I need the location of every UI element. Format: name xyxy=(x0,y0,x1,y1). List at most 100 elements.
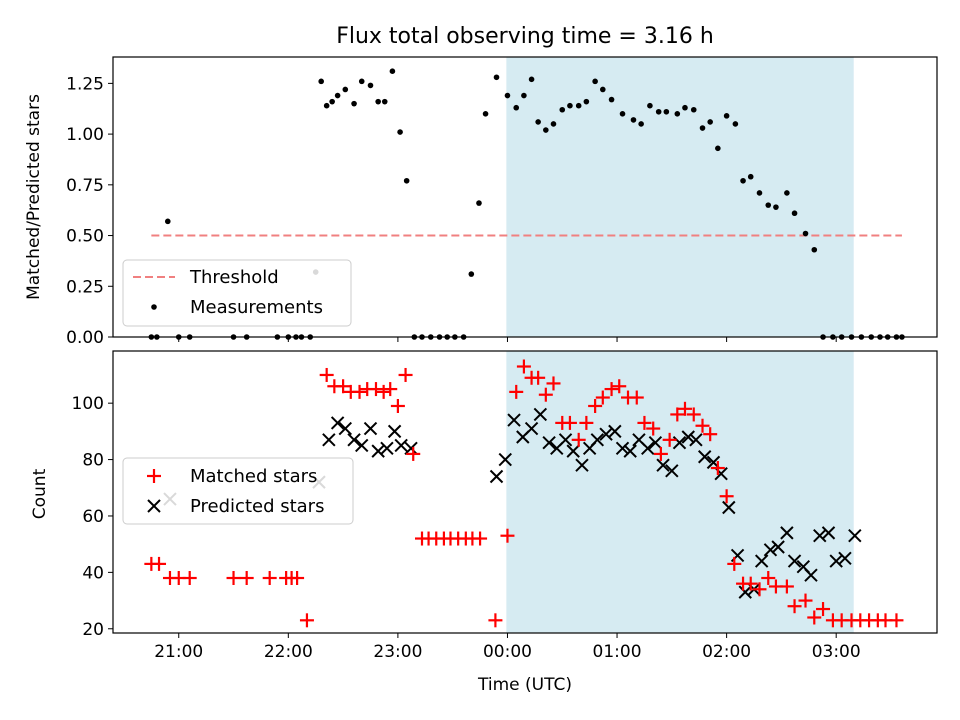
predicted-star-point xyxy=(821,526,836,540)
matched-star-point xyxy=(239,571,254,586)
x-stroke xyxy=(632,433,646,447)
bottom-y-tick-label: 60 xyxy=(82,507,104,527)
matched-star-point xyxy=(406,446,421,461)
predicted-star-point xyxy=(648,435,663,450)
x-stroke xyxy=(706,455,721,470)
measurement-point xyxy=(592,78,598,85)
legend-matched-swatch xyxy=(147,469,161,483)
measurement-point xyxy=(329,98,335,105)
predicted-star-point xyxy=(738,585,752,599)
observing-window-span xyxy=(506,351,854,633)
bottom-y-tick-label: 100 xyxy=(72,394,104,414)
x-stroke xyxy=(608,424,622,439)
matched-star-point xyxy=(562,415,577,430)
predicted-star-point xyxy=(665,464,679,478)
top-y-tick-label: 1.00 xyxy=(66,125,104,145)
measurement-point xyxy=(375,98,381,105)
predicted-star-point xyxy=(380,441,394,455)
x-stroke xyxy=(533,407,548,422)
x-stroke xyxy=(524,421,539,436)
x-stroke xyxy=(380,441,394,455)
measurement-point xyxy=(699,125,706,131)
bottom-x-tick-label: 02:00 xyxy=(702,642,751,662)
matched-star-point xyxy=(695,418,710,433)
predicted-star-point xyxy=(404,441,418,455)
matched-star-point xyxy=(889,613,904,628)
bottom-legend-box xyxy=(122,457,354,525)
bottom-x-tick-label: 00:00 xyxy=(483,642,532,662)
top-y-tick-label: 0.25 xyxy=(66,277,104,297)
measurement-point xyxy=(482,111,489,117)
predicted-star-point xyxy=(681,430,695,444)
bottom-x-tick-label: 03:00 xyxy=(812,642,861,662)
matched-star-point xyxy=(383,382,398,397)
x-stroke xyxy=(681,430,695,444)
matched-star-point xyxy=(662,432,677,447)
predicted-star-point xyxy=(754,554,769,568)
predicted-star-point xyxy=(394,438,408,453)
legend-threshold-label: Threshold xyxy=(189,267,279,288)
top-y-axis-label: Matched/Predicted stars xyxy=(24,94,44,300)
x-stroke xyxy=(689,433,703,447)
measurement-point xyxy=(655,108,662,115)
measurement-point xyxy=(682,104,688,111)
predicted-star-point xyxy=(641,441,655,455)
x-stroke xyxy=(821,526,836,540)
top-legend: Threshold Measurements xyxy=(122,259,352,327)
measurement-point xyxy=(740,177,746,184)
matched-star-point xyxy=(336,379,351,394)
measurement-point xyxy=(723,113,730,119)
predicted-star-point xyxy=(689,433,703,447)
predicted-star-point xyxy=(498,452,512,467)
predicted-star-point xyxy=(387,424,402,439)
x-stroke xyxy=(566,444,580,458)
x-stroke xyxy=(813,529,827,543)
matched-star-point xyxy=(546,376,561,391)
predicted-star-point xyxy=(575,458,589,472)
matched-star-point xyxy=(473,531,488,546)
top-panel: 0.00 0.25 0.50 0.75 1.00 1.25 Matched/Predict… xyxy=(24,56,938,348)
x-stroke xyxy=(771,540,785,554)
measurement-point xyxy=(559,106,566,113)
matched-star-point xyxy=(807,610,822,625)
measurement-point xyxy=(521,92,527,99)
measurement-point xyxy=(535,119,541,125)
predicted-stars-markers xyxy=(163,407,862,599)
legend-predicted-label: Predicted stars xyxy=(190,496,324,517)
matched-star-point xyxy=(743,576,758,591)
predicted-star-point xyxy=(656,458,670,472)
matched-star-point xyxy=(368,382,383,397)
predicted-star-point xyxy=(623,444,637,458)
bottom-highlight-span xyxy=(506,351,854,633)
legend-matched-label: Matched stars xyxy=(190,466,317,487)
top-axes-frame xyxy=(112,56,938,338)
predicted-star-point xyxy=(590,433,605,447)
x-stroke xyxy=(387,424,402,439)
x-stroke xyxy=(829,554,843,568)
predicted-star-point xyxy=(771,540,785,554)
measurement-point xyxy=(550,121,557,127)
predicted-star-point xyxy=(615,441,630,455)
x-stroke xyxy=(498,452,512,467)
measurement-point xyxy=(715,145,721,152)
x-stroke xyxy=(623,444,637,458)
measurement-point xyxy=(468,271,475,277)
legend-predicted-swatch xyxy=(147,499,161,513)
x-stroke xyxy=(599,427,613,441)
measurement-point xyxy=(567,102,573,109)
predicted-star-point xyxy=(524,421,539,436)
predicted-star-point xyxy=(697,450,712,464)
measurement-point xyxy=(543,127,549,133)
x-stroke xyxy=(338,421,353,436)
predicted-star-point xyxy=(780,526,794,540)
measurement-point xyxy=(323,102,330,109)
predicted-star-point xyxy=(533,407,548,422)
matched-star-point xyxy=(752,582,767,597)
top-y-tick-label: 0.50 xyxy=(66,227,104,247)
matched-star-point xyxy=(677,401,692,416)
measurement-point xyxy=(747,173,754,180)
x-stroke xyxy=(404,441,418,455)
measurement-point xyxy=(765,202,772,208)
measurement-point xyxy=(784,190,790,196)
